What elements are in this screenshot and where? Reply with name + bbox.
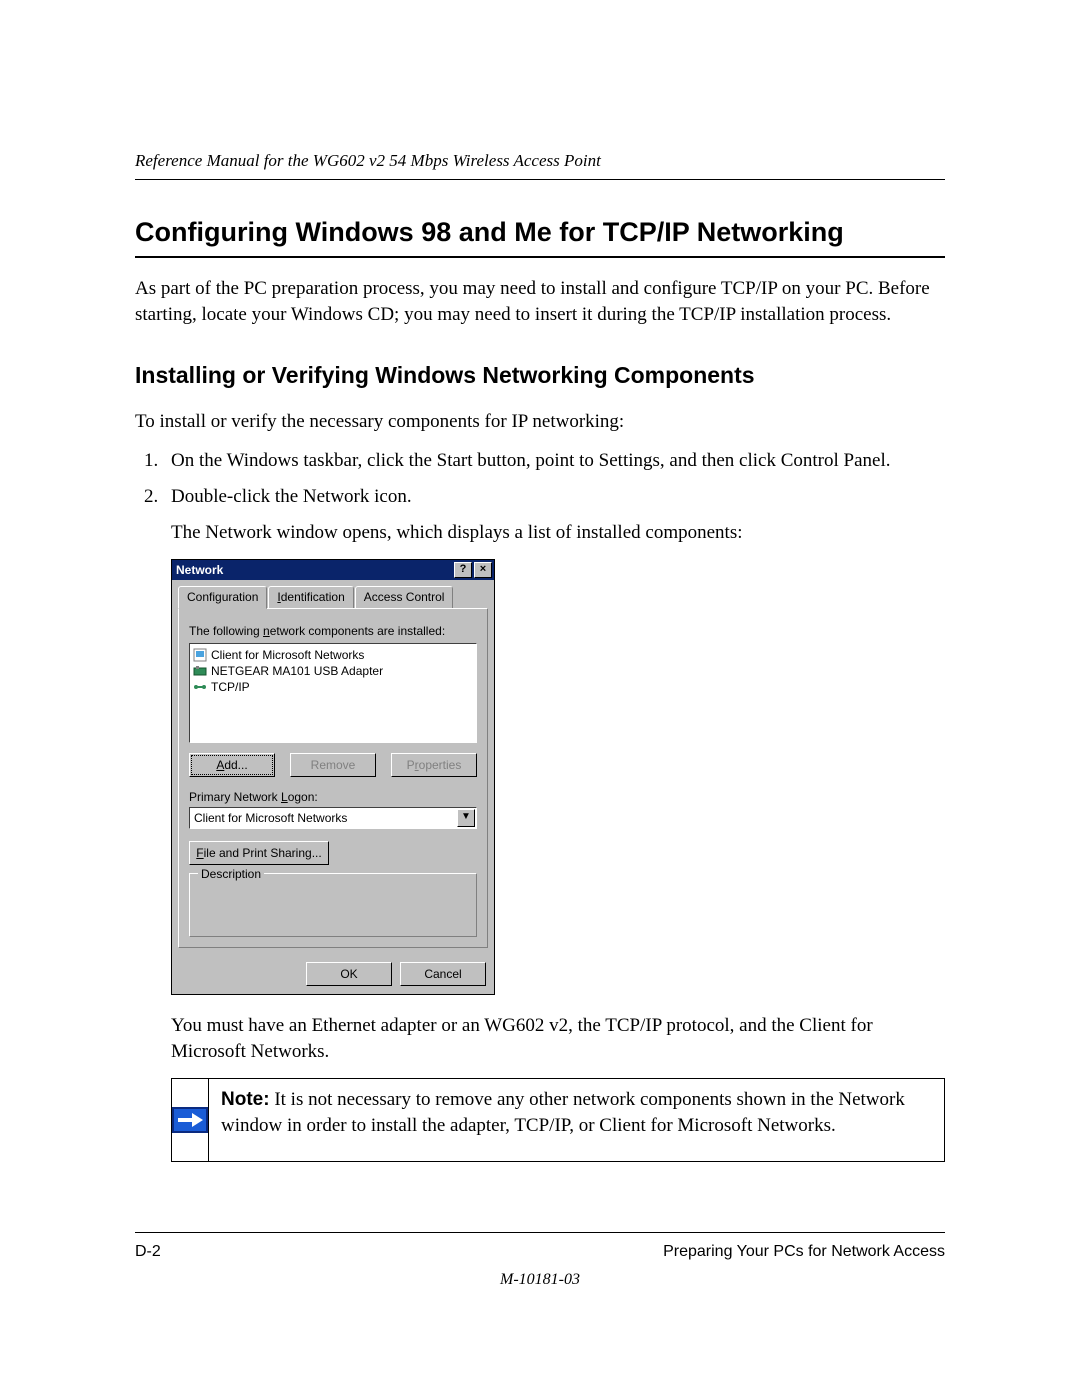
dialog-titlebar[interactable]: Network ? × <box>172 560 494 580</box>
add-button[interactable]: Add... <box>189 753 275 777</box>
components-label: The following network components are ins… <box>189 623 477 639</box>
tab-access-control[interactable]: Access Control <box>355 586 454 608</box>
dialog-tabs: Configuration Identification Access Cont… <box>178 586 488 608</box>
section-intro: As part of the PC preparation process, y… <box>135 276 945 327</box>
properties-button[interactable]: Properties <box>391 753 477 777</box>
note-block: Note: It is not necessary to remove any … <box>171 1078 945 1162</box>
after-dialog-text: You must have an Ethernet adapter or an … <box>171 1013 945 1064</box>
note-body: It is not necessary to remove any other … <box>221 1089 905 1136</box>
close-icon[interactable]: × <box>474 562 492 578</box>
subsection-lead: To install or verify the necessary compo… <box>135 409 945 435</box>
dialog-body: Configuration Identification Access Cont… <box>172 580 494 954</box>
logon-value: Client for Microsoft Networks <box>190 810 456 826</box>
tab-configuration[interactable]: Configuration <box>178 586 267 608</box>
list-item[interactable]: TCP/IP <box>193 679 473 695</box>
step2-followup: The Network window opens, which displays… <box>171 520 945 546</box>
ok-button[interactable]: OK <box>306 962 392 986</box>
step-2: Double-click the Network icon. <box>163 484 945 510</box>
client-icon <box>193 648 207 662</box>
dialog-footer: OK Cancel <box>172 954 494 994</box>
note-text: Note: It is not necessary to remove any … <box>209 1079 944 1161</box>
network-dialog: Network ? × Configuration Identification… <box>171 559 495 995</box>
page-number: D-2 <box>135 1241 161 1263</box>
section-title: Configuring Windows 98 and Me for TCP/IP… <box>135 214 945 250</box>
cancel-button[interactable]: Cancel <box>400 962 486 986</box>
subsection-title: Installing or Verifying Windows Networki… <box>135 360 945 391</box>
note-icon-cell <box>172 1079 209 1161</box>
logon-dropdown[interactable]: Client for Microsoft Networks ▼ <box>189 807 477 829</box>
page-header: Reference Manual for the WG602 v2 54 Mbp… <box>135 150 945 180</box>
file-print-sharing-button[interactable]: File and Print Sharing... <box>189 841 329 865</box>
dialog-title: Network <box>176 562 223 578</box>
description-group: Description <box>189 873 477 937</box>
remove-button[interactable]: Remove <box>290 753 376 777</box>
tab-identification[interactable]: Identification <box>268 586 353 608</box>
components-listbox[interactable]: Client for Microsoft Networks NETGEAR MA… <box>189 643 477 743</box>
help-icon[interactable]: ? <box>454 562 472 578</box>
component-name: Client for Microsoft Networks <box>211 647 364 663</box>
logon-label: Primary Network Logon: <box>189 789 477 805</box>
steps-list: On the Windows taskbar, click the Start … <box>135 448 945 509</box>
chapter-name: Preparing Your PCs for Network Access <box>663 1241 945 1263</box>
protocol-icon <box>193 680 207 694</box>
page-footer: D-2 Preparing Your PCs for Network Acces… <box>135 1232 945 1290</box>
note-label: Note: <box>221 1089 270 1110</box>
component-buttons: Add... Remove Properties <box>189 753 477 777</box>
header-rule <box>135 179 945 180</box>
document-id: M-10181-03 <box>135 1269 945 1291</box>
chevron-down-icon[interactable]: ▼ <box>457 809 475 827</box>
tab-panel: The following network components are ins… <box>178 608 488 948</box>
list-item[interactable]: Client for Microsoft Networks <box>193 647 473 663</box>
arrow-right-icon <box>172 1107 208 1133</box>
list-item[interactable]: NETGEAR MA101 USB Adapter <box>193 663 473 679</box>
adapter-icon <box>193 664 207 678</box>
component-name: TCP/IP <box>211 679 250 695</box>
running-header-text: Reference Manual for the WG602 v2 54 Mbp… <box>135 150 945 179</box>
step-1: On the Windows taskbar, click the Start … <box>163 448 945 474</box>
description-label: Description <box>198 866 264 882</box>
component-name: NETGEAR MA101 USB Adapter <box>211 663 383 679</box>
section-rule <box>135 256 945 258</box>
